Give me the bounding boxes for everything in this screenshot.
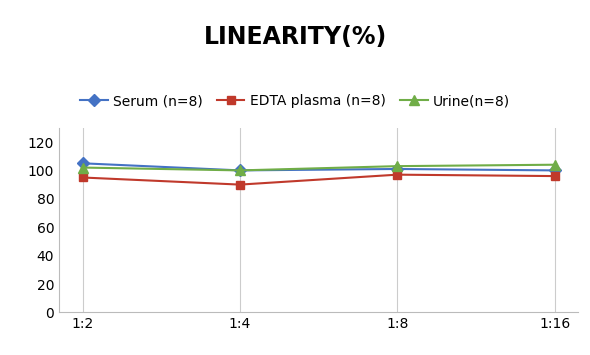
Urine(n=8) — [237, 168, 244, 173]
Line: Urine(n=8): Urine(n=8) — [78, 160, 559, 175]
EDTA plasma (n=8) — [79, 175, 86, 180]
EDTA plasma (n=8) — [237, 182, 244, 187]
Urine(n=8) — [551, 163, 558, 167]
Serum (n=8) — [394, 167, 401, 171]
Urine(n=8) — [394, 164, 401, 168]
Serum (n=8) — [79, 161, 86, 165]
Legend: Serum (n=8), EDTA plasma (n=8), Urine(n=8): Serum (n=8), EDTA plasma (n=8), Urine(n=… — [74, 89, 516, 114]
Serum (n=8) — [551, 168, 558, 173]
Urine(n=8) — [79, 165, 86, 170]
Serum (n=8) — [237, 168, 244, 173]
Line: EDTA plasma (n=8): EDTA plasma (n=8) — [78, 170, 559, 189]
EDTA plasma (n=8) — [394, 173, 401, 177]
EDTA plasma (n=8) — [551, 174, 558, 178]
Text: LINEARITY(%): LINEARITY(%) — [204, 25, 386, 49]
Line: Serum (n=8): Serum (n=8) — [78, 159, 559, 175]
